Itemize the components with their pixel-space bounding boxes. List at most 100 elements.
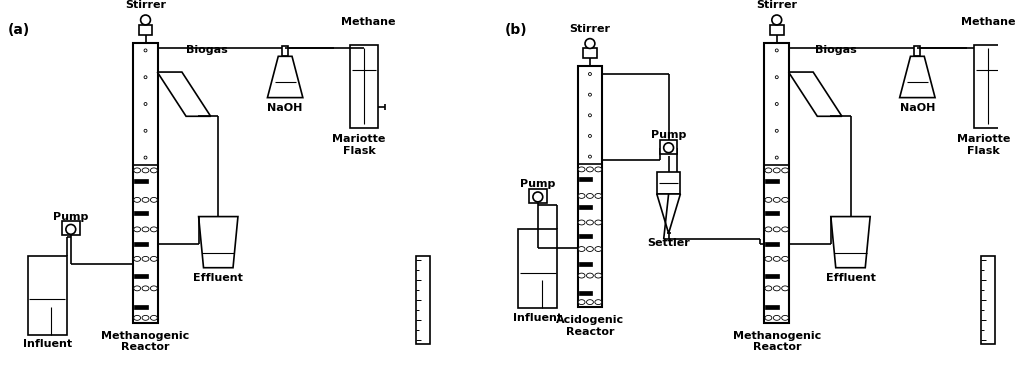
Ellipse shape (587, 220, 594, 225)
Ellipse shape (765, 227, 771, 232)
Bar (765, 179, 779, 183)
Bar (583, 49, 597, 58)
Bar (416, 256, 429, 344)
Text: Stirrer: Stirrer (756, 0, 797, 10)
Text: Settler: Settler (648, 238, 690, 248)
Ellipse shape (142, 227, 149, 232)
Bar (579, 205, 592, 209)
Text: Pump: Pump (53, 212, 88, 222)
Ellipse shape (144, 156, 147, 159)
Ellipse shape (587, 247, 594, 251)
Bar (765, 242, 779, 246)
Ellipse shape (765, 286, 771, 291)
Ellipse shape (150, 197, 157, 202)
Ellipse shape (150, 168, 157, 173)
Text: Pump: Pump (651, 130, 686, 140)
Ellipse shape (134, 227, 141, 232)
Ellipse shape (782, 168, 789, 173)
Text: Biogas: Biogas (186, 44, 227, 54)
Ellipse shape (579, 247, 585, 251)
Ellipse shape (775, 103, 779, 105)
Bar (578, 66, 602, 307)
Text: Effluent: Effluent (193, 273, 244, 283)
Circle shape (66, 224, 76, 234)
Ellipse shape (150, 227, 157, 232)
Ellipse shape (579, 300, 585, 305)
Ellipse shape (589, 135, 592, 137)
Ellipse shape (782, 315, 789, 320)
Bar (134, 305, 148, 309)
Ellipse shape (579, 220, 585, 225)
Text: Methanogenic
Reactor: Methanogenic Reactor (733, 331, 821, 352)
Ellipse shape (595, 300, 602, 305)
Bar (139, 25, 152, 35)
Ellipse shape (595, 247, 602, 251)
Bar (134, 211, 148, 215)
Ellipse shape (144, 49, 147, 52)
Ellipse shape (782, 197, 789, 202)
Bar (579, 177, 592, 181)
Ellipse shape (775, 49, 779, 52)
Polygon shape (157, 72, 211, 116)
Bar (764, 42, 789, 323)
Bar (133, 42, 157, 323)
Ellipse shape (150, 315, 157, 320)
Bar (974, 44, 1002, 128)
Text: Acidogenic
Reactor: Acidogenic Reactor (556, 315, 624, 336)
Polygon shape (789, 72, 841, 116)
Ellipse shape (587, 167, 594, 172)
Bar (660, 140, 677, 154)
Ellipse shape (595, 193, 602, 198)
Bar (62, 221, 79, 235)
Ellipse shape (587, 193, 594, 198)
Bar (765, 273, 779, 277)
Bar (982, 256, 995, 344)
Ellipse shape (773, 227, 781, 232)
Ellipse shape (775, 156, 779, 159)
Ellipse shape (142, 256, 149, 261)
Ellipse shape (595, 220, 602, 225)
Ellipse shape (589, 155, 592, 158)
Text: Stirrer: Stirrer (569, 24, 610, 34)
Circle shape (771, 15, 782, 25)
Ellipse shape (142, 286, 149, 291)
Polygon shape (915, 46, 921, 56)
Text: Effluent: Effluent (825, 273, 876, 283)
Ellipse shape (765, 197, 771, 202)
Ellipse shape (595, 167, 602, 172)
Ellipse shape (142, 168, 149, 173)
Ellipse shape (134, 197, 141, 202)
Ellipse shape (773, 197, 781, 202)
Ellipse shape (142, 315, 149, 320)
Circle shape (533, 192, 543, 202)
Bar (519, 230, 557, 308)
Ellipse shape (142, 197, 149, 202)
Text: Pump: Pump (520, 179, 555, 189)
Bar (769, 25, 784, 35)
Ellipse shape (144, 76, 147, 79)
Bar (529, 189, 547, 203)
Ellipse shape (773, 286, 781, 291)
Bar (765, 305, 779, 309)
Ellipse shape (134, 168, 141, 173)
Ellipse shape (589, 72, 592, 75)
Bar (579, 262, 592, 266)
Ellipse shape (134, 256, 141, 261)
Ellipse shape (134, 315, 141, 320)
Text: Influent: Influent (514, 313, 562, 323)
Text: NaOH: NaOH (899, 103, 935, 112)
Bar (579, 291, 592, 295)
Text: Methane: Methane (341, 17, 396, 27)
Text: Stirrer: Stirrer (125, 0, 166, 10)
Ellipse shape (765, 315, 771, 320)
Ellipse shape (775, 129, 779, 132)
Text: Mariotte
Flask: Mariotte Flask (956, 134, 1010, 156)
Ellipse shape (782, 286, 789, 291)
Ellipse shape (782, 256, 789, 261)
Ellipse shape (150, 286, 157, 291)
Ellipse shape (579, 193, 585, 198)
Text: Biogas: Biogas (815, 44, 857, 54)
Ellipse shape (144, 103, 147, 105)
Polygon shape (267, 56, 302, 98)
Polygon shape (831, 217, 870, 268)
